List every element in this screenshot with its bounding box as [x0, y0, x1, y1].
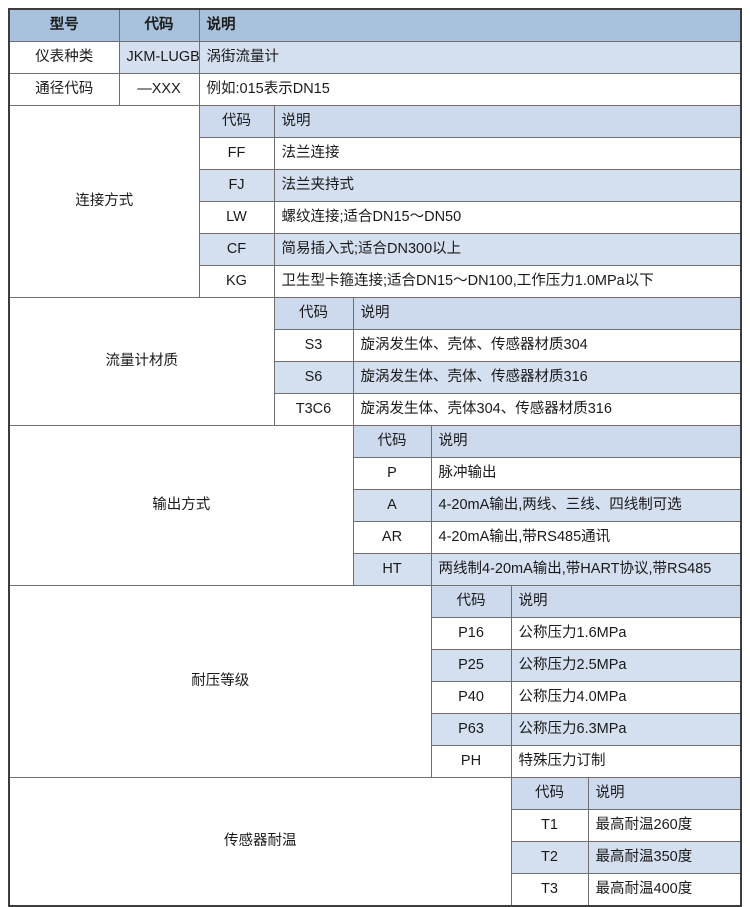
section-material-row: T3C6 旋涡发生体、壳体304、传感器材质316	[9, 393, 742, 426]
section-material-row: S6 旋涡发生体、壳体、传感器材质316	[9, 361, 742, 394]
option-code: T1	[510, 809, 589, 842]
product-model-selection-table: 型号 代码 说明 仪表种类 JKM-LUGB 涡街流量计 通径代码 —XXX 例如:015表示D…	[8, 8, 743, 907]
section-pressure-subheader-desc: 说明	[510, 585, 742, 618]
option-desc: 法兰夹持式	[273, 169, 742, 202]
header-code: 代码	[118, 8, 200, 42]
option-desc: 旋涡发生体、壳体304、传感器材质316	[352, 393, 742, 426]
option-code: P16	[430, 617, 512, 650]
option-code: P	[352, 457, 432, 490]
option-code: FJ	[198, 169, 275, 202]
section-output-row: AR 4-20mA输出,带RS485通讯	[9, 521, 742, 554]
header-desc: 说明	[198, 8, 742, 42]
option-desc: 公称压力1.6MPa	[510, 617, 742, 650]
section-output-row: P 脉冲输出	[9, 457, 742, 490]
row-desc: 例如:015表示DN15	[198, 73, 742, 106]
option-desc: 最高耐温260度	[587, 809, 742, 842]
option-code: AR	[352, 521, 432, 554]
section-pressure-subheader-code: 代码	[430, 585, 512, 618]
table-header-row: 型号 代码 说明	[8, 8, 742, 42]
section-material-header-row: 流量计材质 代码 说明	[8, 297, 742, 426]
row-label: 仪表种类	[8, 41, 120, 74]
section-connection-row: FF 法兰连接	[9, 137, 742, 170]
option-desc: 旋涡发生体、壳体、传感器材质316	[352, 361, 742, 394]
option-desc: 公称压力6.3MPa	[510, 713, 742, 746]
section-output-subheader-desc: 说明	[430, 425, 742, 458]
option-code: A	[352, 489, 432, 522]
option-code: CF	[198, 233, 275, 266]
option-code: P40	[430, 681, 512, 714]
option-code: PH	[430, 745, 512, 778]
row-code: JKM-LUGB	[118, 41, 200, 74]
section-temperature-subheader-code: 代码	[510, 777, 589, 810]
section-output-header-row: 输出方式 代码 说明	[8, 425, 742, 586]
option-desc: 4-20mA输出,两线、三线、四线制可选	[430, 489, 742, 522]
option-code: LW	[198, 201, 275, 234]
row-desc: 涡街流量计	[198, 41, 742, 74]
option-code: T2	[510, 841, 589, 874]
option-code: KG	[198, 265, 275, 298]
option-code: S6	[273, 361, 354, 394]
option-desc: 最高耐温400度	[587, 873, 742, 907]
option-code: S3	[273, 329, 354, 362]
section-connection-header-row: 连接方式 代码 说明	[8, 105, 742, 298]
option-desc: 法兰连接	[273, 137, 742, 170]
section-material-category: 流量计材质	[8, 297, 275, 426]
row-code: —XXX	[118, 73, 200, 106]
option-desc: 公称压力2.5MPa	[510, 649, 742, 682]
section-pressure-row: P25 公称压力2.5MPa	[9, 649, 742, 682]
section-connection-row: LW 螺纹连接;适合DN15～DN50	[9, 201, 742, 234]
section-pressure-row: P63 公称压力6.3MPa	[9, 713, 742, 746]
option-desc: 脉冲输出	[430, 457, 742, 490]
section-output-category: 输出方式	[8, 425, 354, 586]
option-desc: 旋涡发生体、壳体、传感器材质304	[352, 329, 742, 362]
option-code: P25	[430, 649, 512, 682]
table-row: 通径代码 —XXX 例如:015表示DN15	[8, 73, 742, 106]
option-code: P63	[430, 713, 512, 746]
section-connection-category: 连接方式	[8, 105, 200, 298]
option-desc: 公称压力4.0MPa	[510, 681, 742, 714]
section-pressure-category: 耐压等级	[8, 585, 432, 778]
section-temperature-category: 传感器耐温	[8, 777, 512, 907]
option-desc: 最高耐温350度	[587, 841, 742, 874]
section-pressure-row: PH 特殊压力订制	[9, 745, 742, 778]
option-code: T3C6	[273, 393, 354, 426]
section-output-subheader-code: 代码	[352, 425, 432, 458]
option-desc: 特殊压力订制	[510, 745, 742, 778]
option-code: T3	[510, 873, 589, 907]
table-row: 仪表种类 JKM-LUGB 涡街流量计	[8, 41, 742, 74]
section-pressure-row: P16 公称压力1.6MPa	[9, 617, 742, 650]
row-label: 通径代码	[8, 73, 120, 106]
section-material-subheader-code: 代码	[273, 297, 354, 330]
option-desc: 两线制4-20mA输出,带HART协议,带RS485	[430, 553, 742, 586]
option-desc: 4-20mA输出,带RS485通讯	[430, 521, 742, 554]
option-desc: 螺纹连接;适合DN15～DN50	[273, 201, 742, 234]
header-model: 型号	[8, 8, 120, 42]
section-connection-row: FJ 法兰夹持式	[9, 169, 742, 202]
section-output-row: HT 两线制4-20mA输出,带HART协议,带RS485	[9, 553, 742, 586]
section-temperature-header-row: 传感器耐温 代码 说明	[8, 777, 742, 907]
section-temperature-row: T1 最高耐温260度	[9, 809, 742, 842]
section-connection-row: KG 卫生型卡箍连接;适合DN15～DN100,工作压力1.0MPa以下	[9, 265, 742, 298]
section-connection-row: CF 简易插入式;适合DN300以上	[9, 233, 742, 266]
option-code: FF	[198, 137, 275, 170]
section-connection-subheader-code: 代码	[198, 105, 275, 138]
option-code: HT	[352, 553, 432, 586]
section-material-subheader-desc: 说明	[352, 297, 742, 330]
option-desc: 卫生型卡箍连接;适合DN15～DN100,工作压力1.0MPa以下	[273, 265, 742, 298]
section-output-row: A 4-20mA输出,两线、三线、四线制可选	[9, 489, 742, 522]
section-connection-subheader-desc: 说明	[273, 105, 742, 138]
option-desc: 简易插入式;适合DN300以上	[273, 233, 742, 266]
section-temperature-subheader-desc: 说明	[587, 777, 742, 810]
section-pressure-header-row: 耐压等级 代码 说明	[8, 585, 742, 778]
